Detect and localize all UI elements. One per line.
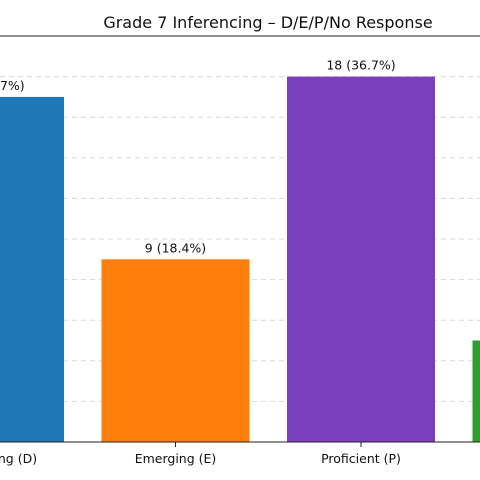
bar-value-labels: 17 (34.7%)9 (18.4%)18 (36.7%)5 (10.2%) [0, 58, 396, 256]
bar [472, 340, 480, 442]
x-tick-label: Developing (D) [0, 451, 37, 466]
bars [0, 76, 480, 443]
x-tick-label: Emerging (E) [135, 451, 217, 466]
x-tick-label: Proficient (P) [321, 451, 401, 466]
bar [0, 96, 64, 443]
bar-value-label: 9 (18.4%) [145, 240, 206, 255]
bar [287, 76, 435, 442]
x-axis-ticks: Developing (D) Emerging (E) Proficient (P)… [0, 442, 401, 466]
bar-value-label: 18 (36.7%) [326, 58, 395, 73]
bar-value-label: 17 (34.7%) [0, 78, 25, 93]
bar [101, 259, 250, 442]
chart-title: Grade 7 Inferencing – D/E/P/No Response [103, 13, 432, 32]
